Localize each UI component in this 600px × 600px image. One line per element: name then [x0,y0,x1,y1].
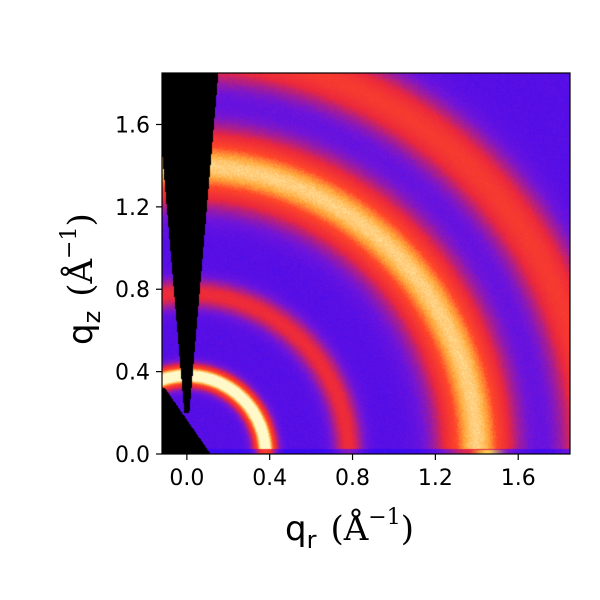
y-axis-label-unit: (Å [60,259,101,297]
y-axis-label-sub: z [78,311,106,324]
y-tick-label: 0.4 [115,361,150,386]
x-tick-label: 0.0 [169,466,204,491]
y-axis-label-main: q [61,323,101,345]
x-tick-label: 0.8 [335,466,370,491]
y-axis-label: qz (Å−1) [57,213,106,345]
x-tick-label: 1.2 [418,466,453,491]
x-axis-label: qr (Å−1) [285,505,414,554]
y-axis-label-sup: −1 [57,227,82,259]
x-axis-ticks: 0.0 0.4 0.8 1.2 1.6 [169,454,536,491]
y-tick-label: 0.0 [115,443,150,468]
y-tick-label: 0.8 [115,278,150,303]
x-tick-label: 0.4 [252,466,287,491]
y-axis-ticks: 0.0 0.4 0.8 1.2 1.6 [115,113,162,468]
x-axis-label-close: ) [401,509,414,549]
y-tick-label: 1.6 [115,113,150,138]
y-tick-label: 1.2 [115,196,150,221]
x-axis-label-sup: −1 [368,505,400,530]
plot-area [161,72,571,455]
x-axis-label-main: q [285,509,307,549]
x-tick-label: 1.6 [501,466,536,491]
x-axis-label-sub: r [307,526,317,554]
plot-frame [161,72,571,455]
x-axis-label-unit: (Å [330,508,368,549]
y-axis-label-close: ) [61,213,101,226]
heatmap-image [162,73,570,454]
